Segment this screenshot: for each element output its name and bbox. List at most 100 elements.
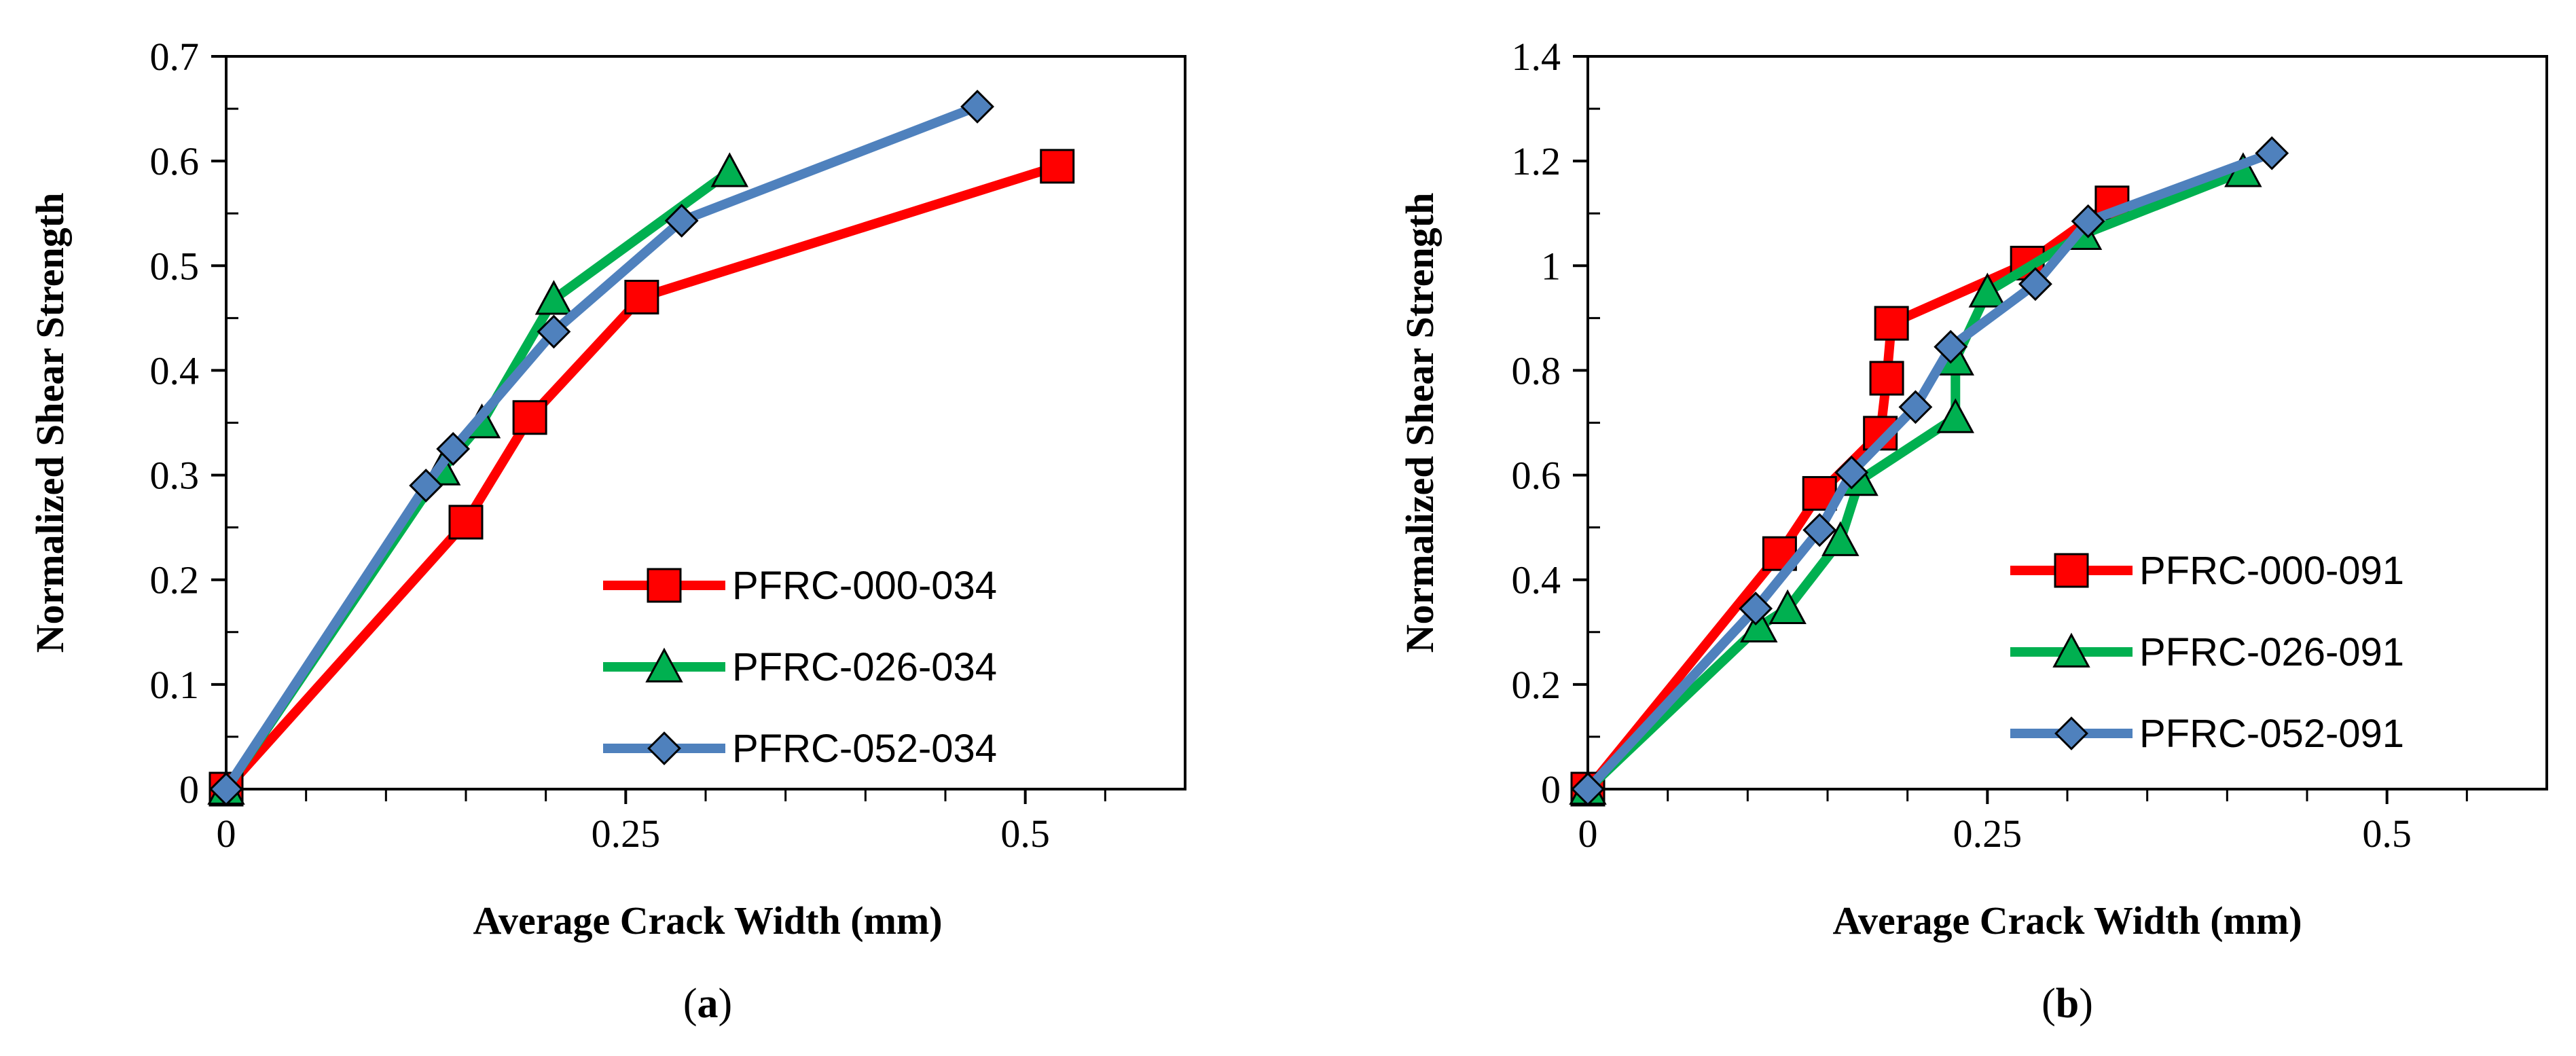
y-tick-label: 0.6 (150, 139, 200, 183)
data-point (2018, 267, 2052, 302)
series-pfrc-026-091 (1569, 152, 2262, 805)
data-point (1874, 306, 1909, 341)
data-point (960, 90, 994, 124)
legend: PFRC-000-034 PFRC-026-034 PFRC-052-034 (603, 564, 997, 771)
legend-label: PFRC-052-034 (732, 727, 997, 771)
x-tick-label: 0.5 (1000, 812, 1050, 856)
data-point (1934, 329, 1968, 364)
series-pfrc-052-091 (1571, 136, 2289, 806)
data-point (710, 152, 749, 187)
data-point (1834, 455, 1869, 490)
x-tick-label: 0.25 (1953, 812, 2022, 856)
legend-marker (2054, 553, 2089, 588)
legend-item: PFRC-000-034 (603, 564, 997, 608)
y-tick-label: 1 (1541, 244, 1561, 288)
series-line (221, 166, 735, 794)
y-tick-label: 0.2 (150, 558, 200, 602)
panel-label-b: (b) (2042, 981, 2093, 1027)
y-tick-label: 0 (179, 767, 199, 812)
legend-label: PFRC-026-034 (732, 645, 997, 689)
legend-item: PFRC-000-091 (2010, 549, 2404, 593)
data-point (537, 314, 571, 349)
x-tick-label: 0 (217, 812, 236, 856)
data-point (1768, 589, 1807, 625)
data-point (512, 400, 547, 435)
data-point (1936, 398, 1974, 433)
y-tick-label: 0.7 (150, 35, 200, 79)
data-point (1968, 272, 2007, 308)
chart-panel-b: 0 0.25 0.5 0 0.2 0.4 0.6 0.8 1 1.2 1.4 PFRC-000-0… (1398, 35, 2548, 1027)
data-point (436, 432, 471, 466)
legend-marker (2052, 632, 2090, 668)
y-tick-label: 0.2 (1512, 663, 1561, 707)
series-group (207, 90, 1075, 807)
data-point (1869, 361, 1904, 396)
x-tick-label: 0 (1578, 812, 1598, 856)
y-tick-label: 0.3 (150, 454, 200, 498)
series-group (1569, 136, 2289, 807)
y-axis-title: Normalized Shear Strength (28, 193, 72, 653)
legend-item: PFRC-052-034 (603, 727, 997, 771)
legend-item: PFRC-026-034 (603, 645, 997, 689)
data-point (1802, 513, 1837, 547)
panel-label-open: ( (683, 981, 697, 1027)
x-tick-label: 0.25 (592, 812, 661, 856)
data-point (209, 772, 243, 806)
data-point (1040, 149, 1075, 184)
x-axis-title: Average Crack Width (mm) (473, 898, 942, 943)
legend-marker (647, 731, 681, 765)
data-point (534, 280, 573, 315)
legend-item: PFRC-052-091 (2010, 712, 2404, 756)
y-tick-label: 0.8 (1512, 348, 1561, 393)
data-point (2255, 136, 2289, 170)
chart-panel-a: 0 0.25 0.5 0 0.1 0.2 0.3 0.4 0.5 0.6 0.7 PFRC-000… (28, 35, 1186, 1027)
panel-label-open: ( (2042, 981, 2056, 1027)
x-tick-label: 0.5 (2362, 812, 2412, 856)
y-tick-label: 1.4 (1512, 35, 1561, 79)
y-axis-title: Normalized Shear Strength (1398, 193, 1442, 653)
legend-label: PFRC-052-091 (2139, 712, 2404, 756)
series-pfrc-052-034 (209, 90, 994, 806)
legend-marker (647, 568, 682, 603)
legend-label: PFRC-000-034 (732, 564, 997, 608)
plot-area-frame (1586, 55, 2548, 790)
series-pfrc-000-034 (208, 149, 1075, 807)
panel-label-close: ) (2079, 981, 2093, 1027)
y-tick-label: 0.5 (150, 244, 200, 288)
series-line (221, 101, 983, 794)
panel-label-a: (a) (683, 981, 732, 1027)
legend: PFRC-000-091 PFRC-026-091 PFRC-052-091 (2010, 549, 2404, 756)
data-point (1898, 390, 1933, 424)
y-axis-ticks: 0 0.2 0.4 0.6 0.8 1 1.2 1.4 (1512, 35, 1600, 812)
data-point (448, 505, 484, 540)
legend-item: PFRC-026-091 (2010, 630, 2404, 674)
data-point (1740, 607, 1778, 642)
data-point (409, 469, 443, 503)
panel-label-letter: a (697, 981, 719, 1027)
y-tick-label: 1.2 (1512, 139, 1561, 183)
y-tick-label: 0.1 (150, 663, 200, 707)
y-tick-label: 0 (1541, 767, 1561, 812)
data-point (624, 280, 659, 315)
panel-label-letter: b (2056, 981, 2079, 1027)
legend-marker (645, 647, 683, 682)
data-point (2071, 204, 2105, 238)
x-axis-ticks: 0 0.25 0.5 (1578, 789, 2468, 856)
x-axis-ticks: 0 0.25 0.5 (217, 789, 1106, 856)
data-point (1821, 521, 1860, 556)
legend-label: PFRC-026-091 (2139, 630, 2404, 674)
panel-label-close: ) (719, 981, 733, 1027)
legend-label: PFRC-000-091 (2139, 549, 2404, 593)
legend-marker (2054, 716, 2088, 750)
data-point (664, 204, 699, 238)
data-point (1571, 772, 1605, 806)
y-tick-label: 0.4 (1512, 558, 1561, 602)
y-axis-ticks: 0 0.1 0.2 0.3 0.4 0.5 0.6 0.7 (150, 35, 238, 812)
data-point (1739, 591, 1773, 626)
x-axis-title: Average Crack Width (mm) (1832, 898, 2302, 943)
y-tick-label: 0.6 (1512, 454, 1561, 498)
y-tick-label: 0.4 (150, 348, 200, 393)
series-pfrc-026-034 (207, 152, 749, 805)
series-line (1583, 166, 2248, 794)
